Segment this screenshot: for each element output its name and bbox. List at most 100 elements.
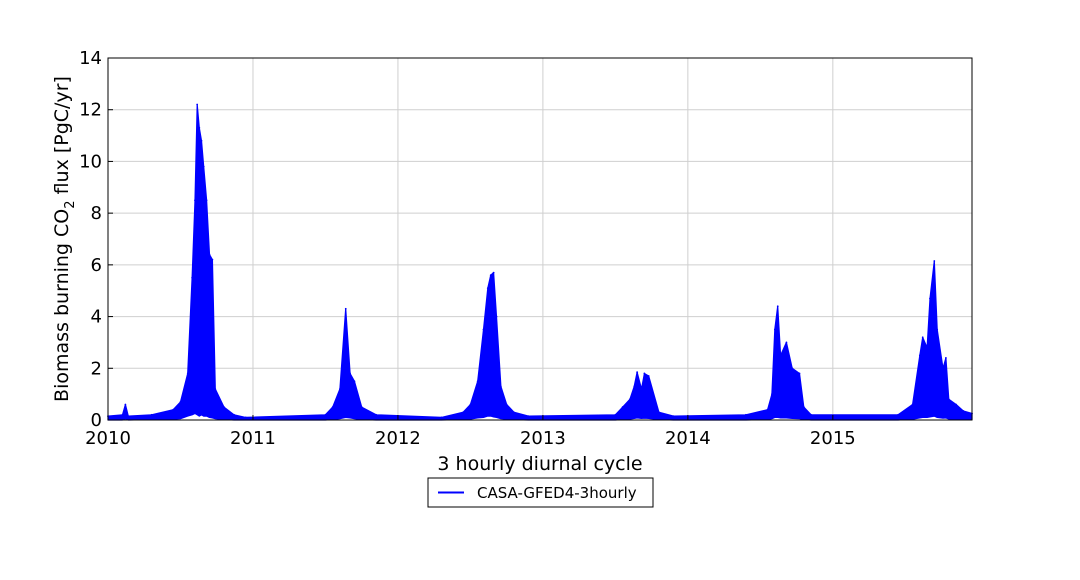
data-point <box>921 336 924 339</box>
data-point <box>633 385 636 388</box>
data-point <box>150 413 153 416</box>
data-point <box>486 287 489 290</box>
data-point <box>244 416 247 419</box>
data-point <box>771 393 773 396</box>
y-tick-label: 2 <box>91 358 102 379</box>
data-point <box>628 398 631 401</box>
series-layer <box>107 103 973 421</box>
data-point <box>469 403 472 406</box>
data-point <box>205 199 208 202</box>
data-point <box>776 305 779 308</box>
data-point <box>945 357 947 359</box>
data-point <box>918 354 921 357</box>
data-point <box>926 346 928 349</box>
data-point <box>614 413 617 416</box>
data-point <box>233 413 236 416</box>
data-point <box>773 328 776 331</box>
legend-box <box>427 477 654 508</box>
data-point <box>640 388 643 390</box>
data-point <box>785 341 788 344</box>
data-point <box>172 408 175 411</box>
data-point <box>208 253 211 256</box>
y-axis-title-prefix: Biomass burning CO <box>51 209 73 402</box>
data-point <box>223 406 225 408</box>
data-point <box>489 274 492 277</box>
x-axis-title: 3 hourly diurnal cycle <box>437 453 642 475</box>
data-point <box>810 413 812 416</box>
y-tick-label: 4 <box>91 307 102 328</box>
data-point <box>360 406 363 408</box>
series-band <box>107 103 973 421</box>
data-point <box>344 307 347 310</box>
data-point <box>647 375 650 377</box>
data-point <box>936 328 939 331</box>
y-axis-title-suffix: flux [PgC/yr] <box>51 76 73 200</box>
x-tick-label: 2015 <box>810 428 856 449</box>
data-point <box>513 411 515 414</box>
data-point <box>191 276 193 279</box>
data-point <box>198 126 201 129</box>
data-point <box>353 380 356 383</box>
data-point <box>505 403 508 406</box>
data-point <box>621 406 624 408</box>
data-point <box>127 415 130 418</box>
legend: CASA-GFED4-3hourly <box>427 477 654 508</box>
data-point <box>672 415 675 418</box>
data-point <box>766 408 769 411</box>
data-point <box>779 354 782 357</box>
data-point <box>324 413 327 416</box>
data-point <box>962 410 965 412</box>
data-point <box>527 415 530 418</box>
x-tick-label: 2012 <box>375 428 421 449</box>
x-tick-label: 2014 <box>665 428 711 449</box>
data-point <box>196 103 199 106</box>
x-tick-label: 2011 <box>230 428 276 449</box>
data-point <box>124 403 127 406</box>
x-tick-label: 2010 <box>85 428 131 449</box>
axis-ticks: 2010 2011 2012 2013 2014 2015 0 2 4 6 8 10 12 14 <box>79 48 856 449</box>
data-point <box>802 406 805 408</box>
y-tick-label: 6 <box>91 255 102 276</box>
data-point <box>499 385 502 388</box>
data-point <box>186 372 189 375</box>
data-point <box>955 403 957 406</box>
y-tick-label: 8 <box>91 203 102 224</box>
data-point <box>375 413 378 416</box>
y-tick-label: 12 <box>79 100 102 121</box>
y-axis-title-subscript: 2 <box>63 200 78 208</box>
data-point <box>194 199 196 202</box>
data-point <box>492 271 495 274</box>
data-point <box>933 260 936 262</box>
data-point <box>798 372 801 375</box>
x-tick-label: 2013 <box>520 428 566 449</box>
data-point <box>643 372 646 375</box>
data-point <box>942 367 944 370</box>
y-tick-label: 14 <box>79 48 102 69</box>
data-point <box>211 258 214 261</box>
data-point <box>202 165 205 168</box>
data-point <box>911 403 914 406</box>
y-tick-label: 10 <box>79 151 102 172</box>
data-point <box>482 328 485 331</box>
data-point <box>495 315 498 318</box>
y-tick-label: 0 <box>91 410 102 431</box>
data-point <box>791 367 794 370</box>
legend-label: CASA-GFED4-3hourly <box>477 484 637 502</box>
data-point <box>179 401 182 403</box>
data-point <box>636 371 639 374</box>
data-point <box>349 372 351 375</box>
data-point <box>331 406 334 408</box>
plot-frame <box>107 57 973 421</box>
data-point <box>462 411 465 414</box>
data-point <box>947 398 950 401</box>
data-point <box>440 416 443 419</box>
data-point <box>897 413 899 416</box>
data-point <box>744 413 747 416</box>
grid-lines <box>108 58 972 420</box>
y-axis-title: Biomass burning CO2 flux [PgC/yr] <box>51 76 78 402</box>
data-point <box>657 411 660 414</box>
data-point <box>121 413 124 416</box>
data-point <box>200 139 203 142</box>
